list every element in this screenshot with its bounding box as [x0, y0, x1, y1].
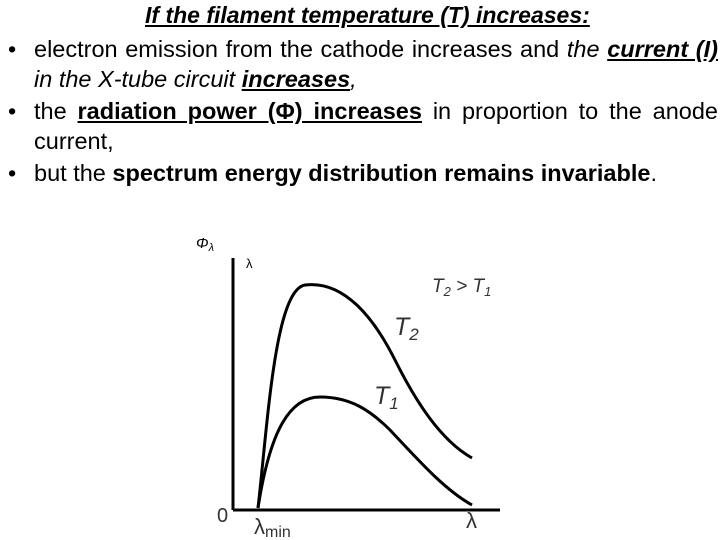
x-min-label: λmin — [254, 514, 291, 540]
subscript: 1 — [484, 284, 491, 299]
text: radiation power (Φ) increases — [77, 98, 422, 124]
y-axis-label: Φλ — [196, 235, 214, 254]
text: the — [34, 98, 78, 124]
text: spectrum energy distribution remains inv… — [112, 160, 651, 186]
curve-t2-label: T2 — [394, 313, 419, 344]
text: in the X-tube circuit — [34, 66, 242, 92]
relation-label: T2 > T1 — [432, 276, 491, 299]
symbol: T — [374, 382, 391, 410]
symbol: λ — [254, 514, 265, 539]
subscript: min — [265, 524, 291, 540]
text: in proportion to the anode current, — [34, 98, 718, 154]
x-axis-label: λ — [466, 508, 477, 533]
text: electron emission from the cathode incre… — [34, 36, 567, 62]
origin-label: 0 — [217, 505, 228, 527]
subscript: λ — [208, 242, 214, 254]
subscript: 1 — [389, 394, 398, 413]
bullet: the radiation power (Φ) increases in pro… — [8, 96, 718, 156]
text: . — [650, 160, 657, 186]
symbol: T — [432, 276, 445, 297]
y-axis-mark: λ — [246, 256, 253, 271]
text: current (I) — [607, 36, 718, 62]
bullet: electron emission from the cathode incre… — [8, 34, 718, 94]
heading: If the filament temperature (T) increase… — [145, 2, 590, 28]
symbol: T — [394, 313, 411, 341]
symbol: Φ — [196, 235, 209, 252]
text: but the — [34, 160, 113, 186]
bullet: but the spectrum energy distribution rem… — [8, 158, 718, 188]
symbol: T — [473, 276, 486, 297]
text: the — [566, 36, 608, 62]
curve-t2 — [256, 283, 473, 509]
curve-t1 — [256, 395, 473, 509]
curve-t1-label: T1 — [374, 382, 399, 413]
text: increases — [241, 66, 351, 92]
text: , — [350, 66, 357, 92]
bullet-list: electron emission from the cathode incre… — [0, 34, 718, 190]
subscript: 2 — [408, 325, 419, 344]
subscript: 2 — [443, 284, 452, 299]
operator: > — [451, 276, 473, 297]
